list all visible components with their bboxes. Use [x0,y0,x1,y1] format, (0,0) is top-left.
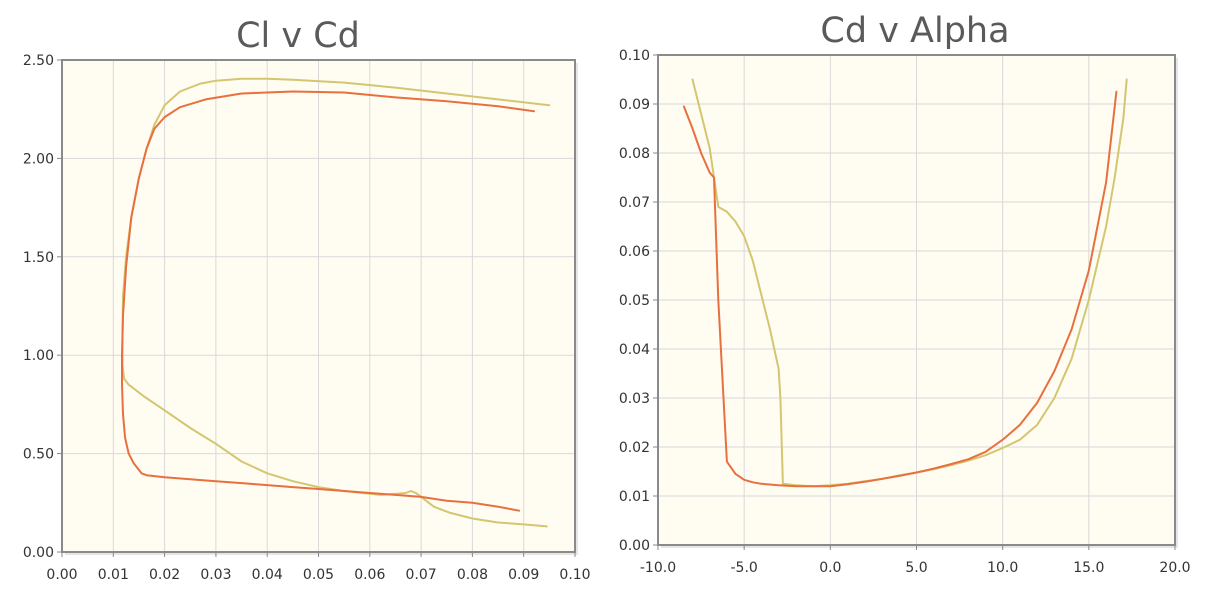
x-tick-label: 0.0 [819,560,841,576]
x-tick-label: -5.0 [731,560,758,576]
y-tick-label: 0.10 [619,48,650,64]
y-tick-label: 0.06 [619,244,650,260]
y-tick-label: 1.50 [23,250,54,266]
y-tick-label: 0.00 [619,538,650,554]
x-tick-label: -10.0 [640,560,676,576]
x-tick-label: 0.09 [508,567,539,583]
x-tick-label: 0.00 [46,567,77,583]
y-tick-label: 2.00 [23,151,54,167]
x-tick-label: 0.06 [354,567,385,583]
y-tick-label: 0.09 [619,97,650,113]
x-tick-label: 0.01 [98,567,129,583]
x-tick-label: 20.0 [1159,560,1190,576]
plot-frame [61,59,576,553]
x-tick-label: 10.0 [987,560,1018,576]
chart-cl-cd: 0.00 0.01 0.02 0.03 0.04 0.05 0.06 0.07 0.08 0.09… [23,16,591,583]
y-tick-label: 2.50 [23,53,54,69]
x-tick-label: 0.02 [149,567,180,583]
y-tick-label: 0.00 [23,545,54,561]
x-tick-label: 0.03 [200,567,231,583]
plot-frame [657,54,1176,546]
x-tick-label: 0.10 [559,567,590,583]
y-tick-label: 0.01 [619,489,650,505]
y-tick-label: 0.03 [619,391,650,407]
x-tick-label: 0.04 [252,567,283,583]
series-line-1 [121,77,551,528]
y-tick-label: 0.07 [619,195,650,211]
y-tick-label: 0.02 [619,440,650,456]
x-tick-label: 5.0 [905,560,927,576]
y-tick-label: 0.08 [619,146,650,162]
x-tick-label: 0.05 [303,567,334,583]
y-tick-label: 0.04 [619,342,650,358]
y-tick-label: 0.05 [619,293,650,309]
y-tick-label: 0.50 [23,447,54,463]
series-line-2 [682,90,1118,488]
chart-title: Cl v Cd [236,16,360,56]
x-tick-label: 0.08 [457,567,488,583]
chart-cd-alpha: -10.0 -5.0 0.0 5.0 10.0 15.0 20.0 0.00 0.01 0.02 0… [619,11,1191,576]
series-line-2 [121,90,535,512]
x-tick-label: 0.07 [406,567,437,583]
chart-title: Cd v Alpha [820,11,1009,51]
y-tick-label: 1.00 [23,348,54,364]
x-tick-label: 15.0 [1073,560,1104,576]
